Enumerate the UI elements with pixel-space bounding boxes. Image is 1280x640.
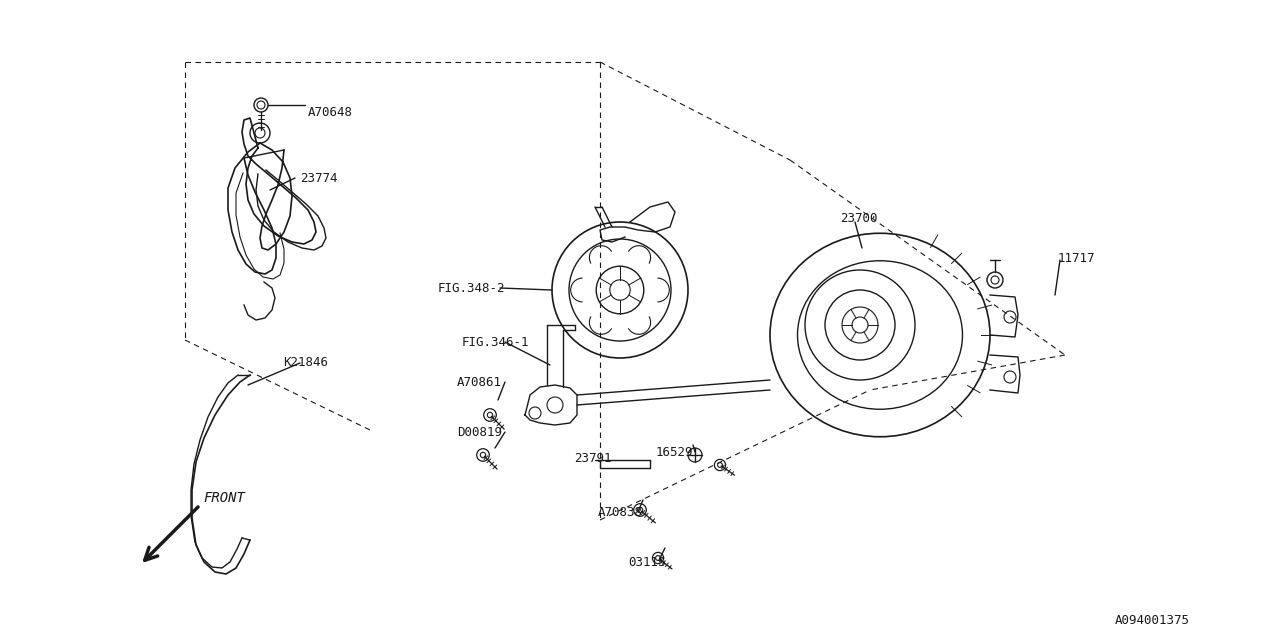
Text: 16529: 16529 <box>657 445 694 458</box>
Text: 23791: 23791 <box>573 451 612 465</box>
Text: FIG.348-2: FIG.348-2 <box>438 282 506 294</box>
Text: A70648: A70648 <box>308 106 353 118</box>
Text: 23700: 23700 <box>840 211 878 225</box>
Text: A094001375: A094001375 <box>1115 614 1190 627</box>
Text: K21846: K21846 <box>283 356 328 369</box>
Text: D00819: D00819 <box>457 426 502 438</box>
Text: 23774: 23774 <box>300 172 338 184</box>
Text: A70838: A70838 <box>598 506 643 518</box>
Text: A70861: A70861 <box>457 376 502 388</box>
Text: FRONT: FRONT <box>204 491 244 505</box>
Text: 11717: 11717 <box>1059 252 1096 264</box>
Text: FIG.346-1: FIG.346-1 <box>462 335 530 349</box>
Text: 0311S: 0311S <box>628 556 666 568</box>
